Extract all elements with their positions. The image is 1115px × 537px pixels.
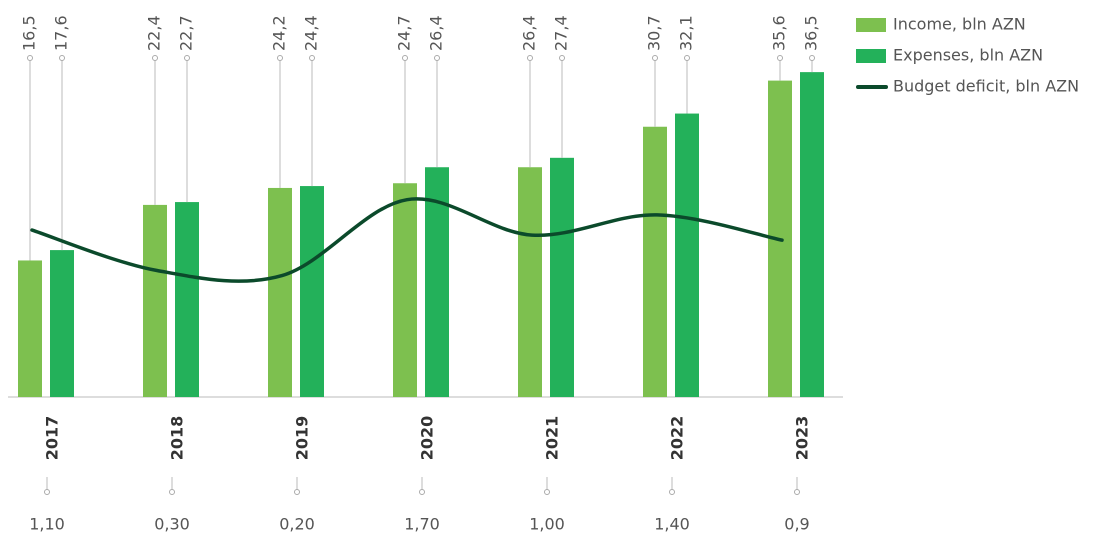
data-label: 36,5 [802,15,821,51]
bar [550,157,574,397]
data-label: 24,2 [270,15,289,51]
leader-dot [184,55,190,61]
deficit-dot [44,489,50,495]
bar [268,187,292,397]
data-label: 27,4 [552,15,571,51]
deficit-label: 1,40 [654,515,690,534]
x-tick-label: 2023 [793,416,812,461]
x-tick-label: 2022 [668,416,687,461]
bar [675,113,699,397]
deficit-dot [419,489,425,495]
bar [300,186,324,397]
leader-dot [652,55,658,61]
legend-label: Expenses, bln AZN [893,46,1043,65]
deficit-dot [169,489,175,495]
bar [50,250,74,397]
data-label: 16,5 [20,15,39,51]
bar [643,126,667,397]
data-label: 30,7 [645,15,664,51]
leader-dot [527,55,533,61]
bar [518,167,542,397]
data-label: 22,7 [177,15,196,51]
bar [18,260,42,397]
x-tick-label: 2019 [293,416,312,461]
leader-dot [777,55,783,61]
deficit-dot [794,489,800,495]
legend-label: Budget deficit, bln AZN [893,77,1079,96]
deficit-label: 1,10 [29,515,65,534]
deficit-label: 0,9 [784,515,809,534]
deficit-dot [544,489,550,495]
deficit-label: 0,20 [279,515,315,534]
data-label: 17,6 [52,15,71,51]
deficit-dot [669,489,675,495]
legend-swatch [856,18,886,32]
leader-dot [59,55,65,61]
deficit-label: 0,30 [154,515,190,534]
leader-dot [809,55,815,61]
deficit-label: 1,00 [529,515,565,534]
bar [800,72,824,397]
leader-dot [152,55,158,61]
x-tick-label: 2020 [418,416,437,461]
deficit-dot [294,489,300,495]
x-tick-label: 2021 [543,416,562,461]
data-label: 35,6 [770,15,789,51]
bar [175,202,199,397]
leader-dot [434,55,440,61]
bar [393,183,417,397]
x-tick-label: 2017 [43,416,62,461]
x-tick-label: 2018 [168,416,187,461]
legend-swatch [856,49,886,63]
data-label: 26,4 [520,15,539,51]
leader-dot [559,55,565,61]
data-label: 24,7 [395,15,414,51]
leader-dot [309,55,315,61]
leader-dot [27,55,33,61]
data-label: 26,4 [427,15,446,51]
data-label: 24,4 [302,15,321,51]
leader-dot [277,55,283,61]
data-label: 32,1 [677,15,696,51]
leader-dot [684,55,690,61]
deficit-label: 1,70 [404,515,440,534]
deficit-line [30,197,784,283]
legend-label: Income, bln AZN [893,15,1026,34]
data-label: 22,4 [145,15,164,51]
leader-dot [402,55,408,61]
bar [143,204,167,397]
